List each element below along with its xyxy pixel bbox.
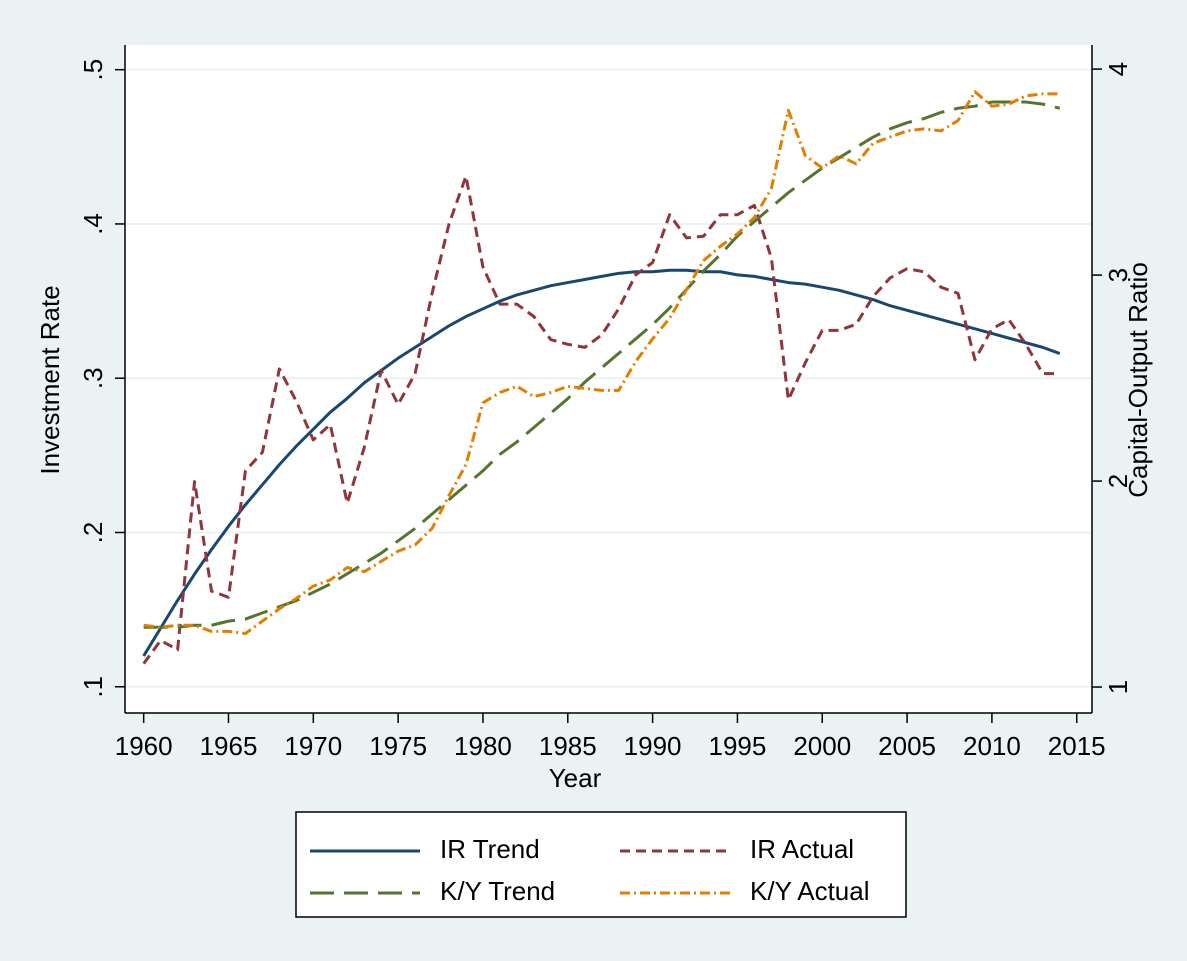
y-tick-label: .2	[78, 522, 108, 544]
y2-tick-label: 2	[1103, 474, 1133, 488]
x-tick-label: 1990	[624, 731, 682, 761]
y-tick-label: .4	[78, 213, 108, 235]
series-line	[142, 174, 1060, 665]
series-line	[143, 100, 1061, 629]
legend-label: K/Y Trend	[440, 876, 555, 906]
x-axis-title: Year	[549, 763, 602, 793]
x-tick-label: 2000	[793, 731, 851, 761]
y-axis-title: Investment Rate	[35, 285, 65, 474]
y-tick-label: .3	[78, 367, 108, 389]
x-tick-label: 1960	[115, 731, 173, 761]
y2-axis-title: Capital-Output Ratio	[1123, 262, 1153, 498]
series-line	[143, 90, 1060, 635]
x-tick-label: 1970	[284, 731, 342, 761]
y2-tick-label: 3	[1103, 268, 1133, 282]
y-tick-label: .5	[78, 59, 108, 81]
x-tick-label: 1985	[539, 731, 597, 761]
x-tick-label: 2015	[1048, 731, 1106, 761]
x-tick-label: 2005	[878, 731, 936, 761]
legend-box	[295, 811, 907, 918]
legend-label: IR Actual	[750, 834, 854, 864]
y-tick-label: .1	[78, 676, 108, 698]
x-tick-label: 2010	[963, 731, 1021, 761]
x-tick-label: 1995	[709, 731, 767, 761]
x-tick-label: 1980	[454, 731, 512, 761]
x-tick-label: 1975	[369, 731, 427, 761]
y2-tick-label: 1	[1103, 680, 1133, 694]
series-line	[142, 268, 1061, 657]
x-tick-label: 1965	[200, 731, 258, 761]
legend-label: K/Y Actual	[750, 876, 870, 906]
y2-tick-label: 4	[1103, 62, 1133, 76]
legend-label: IR Trend	[440, 834, 540, 864]
